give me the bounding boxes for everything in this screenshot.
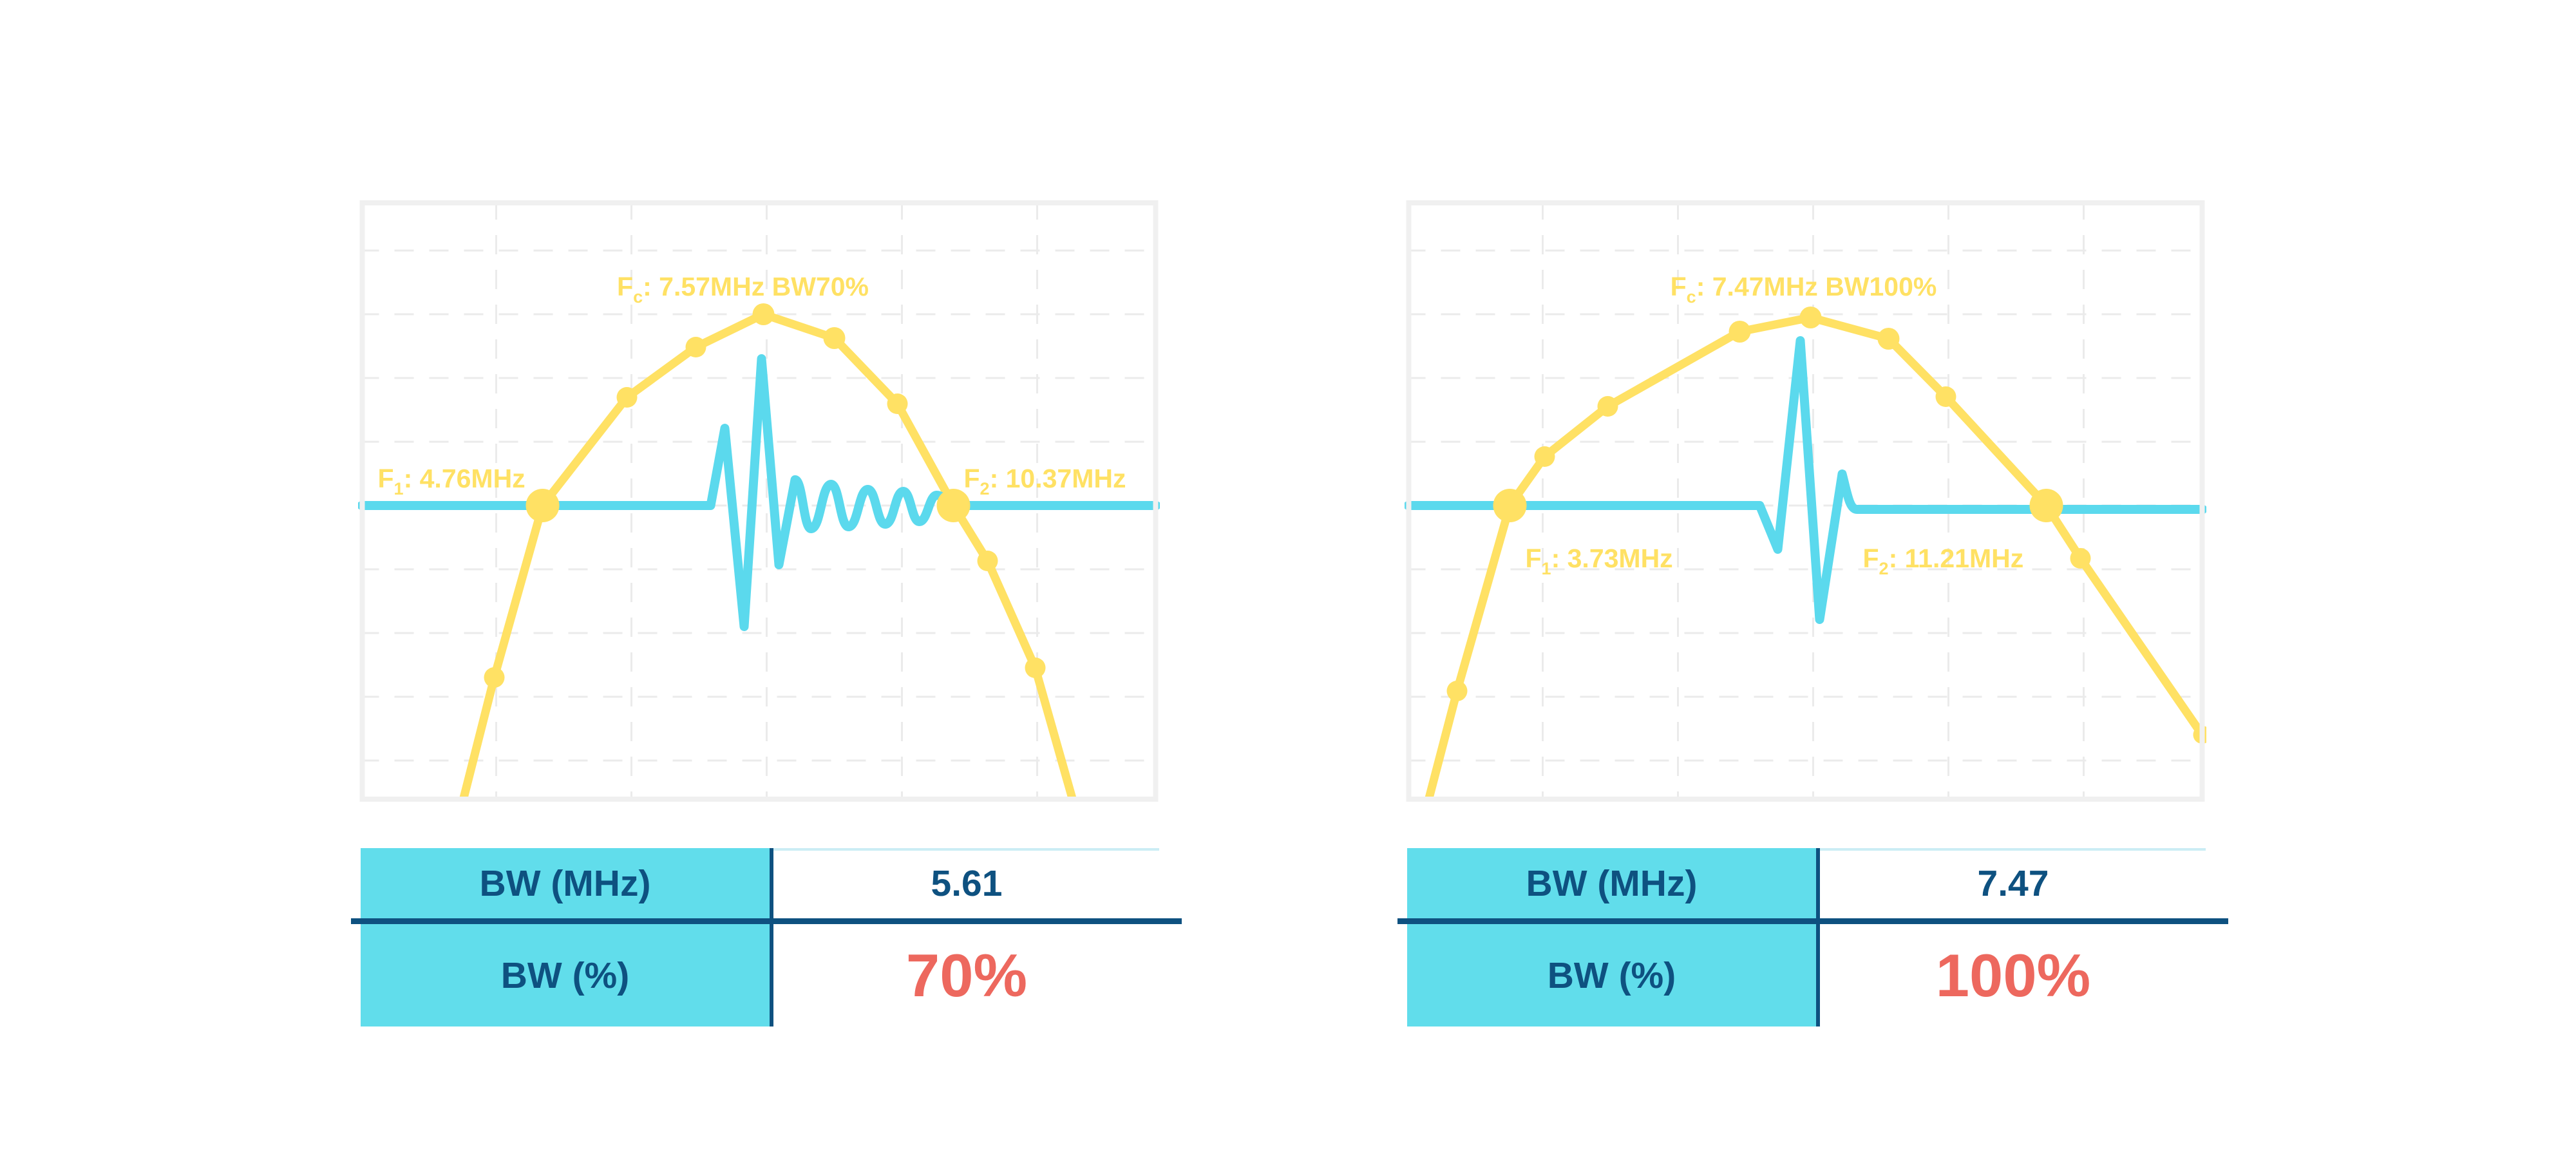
f1-annotation: F1: 3.73MHz <box>1526 544 1673 578</box>
row-divider-line <box>1397 918 2228 924</box>
spectrum-markers <box>484 303 1046 688</box>
bw-mhz-label: BW (MHz) <box>479 862 651 904</box>
bw-percent-value-cell: 100% <box>1820 924 2206 1026</box>
bw-percent-value: 100% <box>1935 941 2091 1009</box>
pulse-waveform <box>358 354 1160 631</box>
bw-mhz-value-cell: 5.61 <box>773 848 1160 918</box>
bw-percent-value-cell: 70% <box>773 924 1160 1026</box>
spectrum-markers <box>1446 307 2206 744</box>
f1-annotation: F1: 4.76MHz <box>378 464 526 498</box>
spectrum-chart-bw100: Fc: 7.47MHz BW100% F1: 3.73MHz F2: 11.21… <box>1405 200 2206 802</box>
plot-frame <box>359 200 1159 802</box>
bw-mhz-label-cell: BW (MHz) <box>361 848 770 918</box>
fc-annotation: Fc: 7.57MHz BW70% <box>617 272 869 307</box>
row-divider-line <box>351 918 1182 924</box>
f2-annotation: F2: 10.37MHz <box>964 464 1126 498</box>
fc-annotation: Fc: 7.47MHz BW100% <box>1671 272 1937 307</box>
bw-mhz-label: BW (MHz) <box>1526 862 1698 904</box>
bw-percent-value: 70% <box>905 941 1028 1009</box>
bw-percent-label-cell: BW (%) <box>361 924 770 1026</box>
bw-mhz-value-cell: 7.47 <box>1820 848 2206 918</box>
bw-percent-label: BW (%) <box>1547 954 1676 996</box>
bw-table: BW (MHz) 7.47 BW (%) 100% <box>1397 848 2228 1026</box>
bw-percent-label-cell: BW (%) <box>1407 924 1816 1026</box>
label-column-background <box>361 848 770 1026</box>
bw-mhz-label-cell: BW (MHz) <box>1407 848 1816 918</box>
spectrum-curve <box>459 310 1077 802</box>
f2-annotation: F2: 11.21MHz <box>1863 544 2024 578</box>
f2-marker <box>936 489 971 522</box>
plot-frame <box>1406 200 2205 802</box>
value-column-top-border <box>773 848 1159 851</box>
column-divider-line <box>770 848 773 1026</box>
pulse-waveform <box>1405 336 2206 624</box>
bw-mhz-value: 7.47 <box>1977 862 2049 904</box>
spectrum-chart-bw70: Fc: 7.57MHz BW70% F1: 4.76MHz F2: 10.37M… <box>358 200 1160 802</box>
f2-marker <box>2029 489 2063 522</box>
bw-percent-label: BW (%) <box>500 954 630 996</box>
column-divider-line <box>1816 848 1820 1026</box>
f1-marker <box>1493 489 1527 522</box>
label-column-background <box>1407 848 1816 1026</box>
bw-table: BW (MHz) 5.61 BW (%) 70% <box>351 848 1182 1026</box>
f1-marker <box>526 489 560 522</box>
bw-mhz-value: 5.61 <box>931 862 1003 904</box>
value-column-top-border <box>1819 848 2206 851</box>
